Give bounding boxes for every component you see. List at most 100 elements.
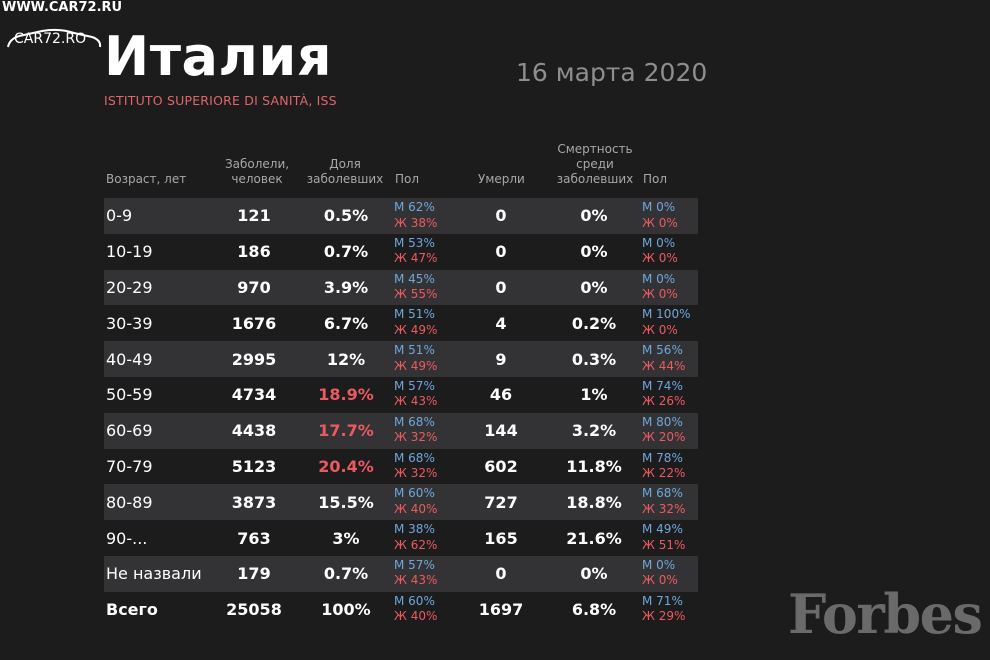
sex-split-deaths: М 71% Ж 29%: [642, 594, 685, 625]
mortality-cell: 21.6%: [566, 528, 622, 548]
deaths-cell: 46: [489, 385, 513, 405]
forbes-logo: Forbes: [788, 582, 983, 646]
header-cases-line1: Заболели,: [224, 157, 290, 171]
mortality-cell: 0%: [580, 242, 608, 262]
sex-split-deaths: М 0% Ж 0%: [642, 200, 678, 231]
male-pct: М 68%: [642, 486, 683, 501]
header-mortality-line1: Смертность: [557, 142, 633, 156]
cases-cell: 25058: [226, 600, 282, 620]
male-pct: М 100%: [642, 307, 691, 322]
sex-split-deaths: М 0% Ж 0%: [642, 272, 678, 303]
header-sex-deaths: Пол: [643, 172, 668, 186]
sex-split: М 53% Ж 47%: [394, 236, 437, 267]
sex-split: М 60% Ж 40%: [394, 594, 437, 625]
male-pct: М 74%: [642, 378, 683, 393]
male-pct: М 68%: [394, 414, 435, 429]
female-pct: Ж 43%: [394, 573, 438, 588]
share-cell-highlight: 20.4%: [318, 456, 374, 476]
sex-split-deaths: М 0% Ж 0%: [642, 236, 678, 267]
male-pct: М 71%: [642, 593, 683, 608]
cases-cell: 186: [237, 242, 271, 262]
header-mortality: Смертность среди заболевших: [548, 142, 642, 187]
age-cell: 50-59: [106, 385, 153, 405]
share-cell: 15.5%: [318, 492, 374, 512]
data-table: 0-9 121 0.5% М 62% Ж 38% 0 0% М 0% Ж 0% 10…: [104, 198, 698, 628]
female-pct: Ж 49%: [394, 322, 438, 337]
sex-split: М 51% Ж 49%: [394, 343, 437, 374]
female-pct: Ж 0%: [642, 251, 678, 266]
header-mortality-line3: заболевших: [556, 172, 634, 186]
sex-split: М 68% Ж 32%: [394, 415, 437, 446]
table-row: 30-39 1676 6.7% М 51% Ж 49% 4 0.2% М 100%…: [104, 305, 698, 341]
female-pct: Ж 22%: [642, 466, 686, 481]
share-cell-highlight: 18.9%: [318, 385, 374, 405]
mortality-cell: 0%: [580, 564, 608, 584]
age-cell: 40-49: [106, 349, 153, 369]
male-pct: М 60%: [394, 486, 435, 501]
male-pct: М 53%: [394, 235, 435, 250]
female-pct: Ж 51%: [642, 537, 686, 552]
female-pct: Ж 43%: [394, 394, 438, 409]
sex-split-deaths: М 74% Ж 26%: [642, 379, 685, 410]
share-cell: 3%: [332, 528, 360, 548]
sex-split-deaths: М 68% Ж 32%: [642, 486, 685, 517]
header-share-line2: заболевших: [306, 172, 384, 186]
header-age: Возраст, лет: [106, 172, 187, 186]
deaths-cell: 144: [484, 421, 518, 441]
deaths-cell: 0: [495, 206, 507, 226]
cases-cell: 2995: [231, 349, 277, 369]
sex-split: М 57% Ж 43%: [394, 379, 437, 410]
female-pct: Ж 40%: [394, 501, 438, 516]
sex-split: М 68% Ж 32%: [394, 451, 437, 482]
cases-cell: 763: [237, 528, 271, 548]
table-row: 40-49 2995 12% М 51% Ж 49% 9 0.3% М 56% Ж …: [104, 341, 698, 377]
deaths-cell: 602: [484, 456, 518, 476]
female-pct: Ж 0%: [642, 215, 678, 230]
deaths-cell: 1697: [478, 600, 524, 620]
deaths-cell: 9: [495, 349, 507, 369]
deaths-cell: 0: [495, 277, 507, 297]
cases-cell: 179: [237, 564, 271, 584]
table-row: 10-19 186 0.7% М 53% Ж 47% 0 0% М 0% Ж 0%: [104, 234, 698, 270]
table-row: 0-9 121 0.5% М 62% Ж 38% 0 0% М 0% Ж 0%: [104, 198, 698, 234]
male-pct: М 60%: [394, 593, 435, 608]
table-row-total: Всего 25058 100% М 60% Ж 40% 1697 6.8% М …: [104, 592, 698, 628]
mortality-cell: 0.2%: [571, 313, 617, 333]
watermark-logo-text: CAR72.RO: [14, 31, 87, 47]
mortality-cell: 0.3%: [571, 349, 617, 369]
sex-split-deaths: М 100% Ж 0%: [642, 307, 690, 338]
sex-split: М 51% Ж 49%: [394, 307, 437, 338]
male-pct: М 57%: [394, 557, 435, 572]
deaths-cell: 727: [484, 492, 518, 512]
age-cell: 20-29: [106, 277, 153, 297]
female-pct: Ж 44%: [642, 358, 686, 373]
male-pct: М 51%: [394, 307, 435, 322]
table-row: Не назвали 179 0.7% М 57% Ж 43% 0 0% М 0%…: [104, 555, 698, 592]
mortality-cell: 3.2%: [571, 421, 617, 441]
mortality-cell: 11.8%: [566, 456, 622, 476]
female-pct: Ж 40%: [394, 609, 438, 624]
age-cell: 60-69: [106, 421, 153, 441]
table-row: 80-89 3873 15.5% М 60% Ж 40% 727 18.8% М …: [104, 484, 698, 521]
age-cell: 30-39: [106, 313, 153, 333]
header-cases: Заболели, человек: [214, 157, 300, 187]
age-cell: 80-89: [106, 492, 153, 512]
header-deaths: Умерли: [478, 172, 525, 186]
share-cell: 12%: [326, 349, 366, 369]
sex-split-deaths: М 56% Ж 44%: [642, 343, 685, 374]
mortality-cell: 6.8%: [571, 600, 617, 620]
male-pct: М 38%: [394, 522, 435, 537]
female-pct: Ж 26%: [642, 394, 686, 409]
share-cell: 0.7%: [323, 242, 369, 262]
cases-cell: 4438: [231, 421, 277, 441]
header-cases-line2: человек: [231, 172, 283, 186]
date-label: 16 марта 2020: [516, 58, 708, 87]
female-pct: Ж 0%: [642, 287, 678, 302]
male-pct: М 68%: [394, 450, 435, 465]
male-pct: М 78%: [642, 450, 683, 465]
deaths-cell: 4: [495, 313, 507, 333]
age-cell: Всего: [106, 600, 158, 620]
sex-split: М 57% Ж 43%: [394, 558, 437, 589]
car-logo-icon: [7, 28, 102, 48]
sex-split-deaths: М 80% Ж 20%: [642, 415, 685, 446]
